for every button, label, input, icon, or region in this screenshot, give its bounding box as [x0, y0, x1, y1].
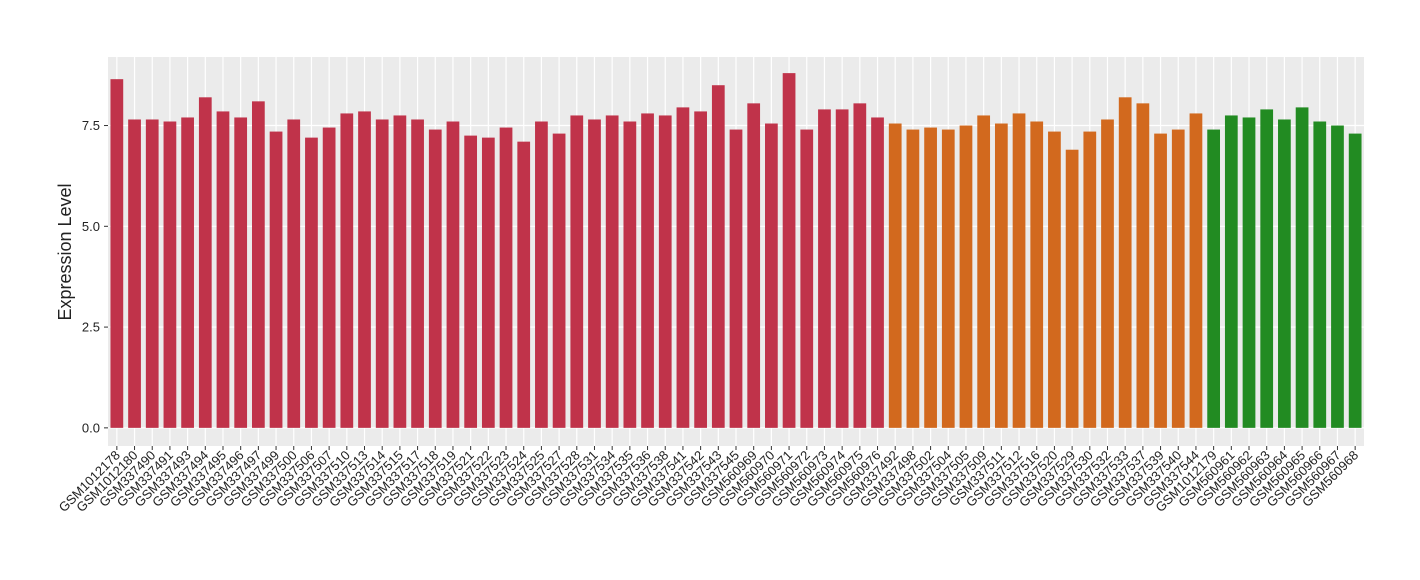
bar — [853, 103, 867, 428]
bar — [517, 141, 531, 428]
bar — [959, 125, 973, 428]
bar — [1260, 109, 1274, 428]
bar — [1012, 113, 1026, 428]
bar — [1348, 133, 1362, 428]
bar — [375, 119, 389, 428]
bar — [605, 115, 619, 428]
y-tick-label: 0.0 — [82, 420, 100, 435]
y-axis-title: Expression Level — [55, 183, 75, 320]
bar — [1278, 119, 1291, 428]
bar — [711, 85, 725, 428]
bar — [110, 79, 124, 428]
bar — [340, 113, 354, 428]
bar — [782, 73, 796, 428]
bar — [818, 109, 831, 428]
bar — [499, 127, 513, 428]
bar — [1207, 129, 1221, 428]
bar — [977, 115, 991, 428]
bar — [234, 117, 248, 428]
y-tick-label: 7.5 — [82, 118, 100, 133]
bar — [1331, 125, 1344, 428]
bar — [1171, 129, 1185, 428]
bar — [464, 135, 478, 428]
bar — [1295, 107, 1309, 428]
bar — [888, 123, 902, 428]
bar — [128, 119, 141, 428]
bar — [428, 129, 442, 428]
bar — [747, 103, 761, 428]
bar — [994, 123, 1008, 428]
bar — [1242, 117, 1256, 428]
bar — [481, 137, 495, 428]
bar — [1030, 121, 1044, 428]
bar — [729, 129, 743, 428]
bar — [658, 115, 672, 428]
bar — [694, 111, 707, 428]
y-tick-label: 2.5 — [82, 320, 100, 335]
bar — [322, 127, 336, 428]
bar — [1154, 133, 1167, 428]
bar — [924, 127, 937, 428]
bar — [145, 119, 159, 428]
bar — [305, 137, 318, 428]
bar — [181, 117, 194, 428]
bar — [906, 129, 920, 428]
bar — [1189, 113, 1203, 428]
bar — [1101, 119, 1114, 428]
bar — [941, 129, 955, 428]
bar — [251, 101, 265, 428]
bar — [676, 107, 690, 428]
bar — [411, 119, 424, 428]
y-tick-label: 5.0 — [82, 219, 100, 234]
bar — [446, 121, 460, 428]
bar — [570, 115, 584, 428]
bar — [1118, 97, 1132, 428]
bar — [198, 97, 212, 428]
bar — [1313, 121, 1327, 428]
bar — [765, 123, 778, 428]
bar — [1083, 131, 1097, 428]
bar — [1065, 149, 1079, 428]
bar — [1136, 103, 1150, 428]
bar — [800, 129, 814, 428]
bar — [269, 131, 283, 428]
bar — [588, 119, 601, 428]
bar — [623, 121, 637, 428]
bar — [216, 111, 230, 428]
bar — [641, 113, 654, 428]
bar — [535, 121, 548, 428]
bar — [871, 117, 884, 428]
bar — [393, 115, 407, 428]
bar — [163, 121, 177, 428]
bar — [358, 111, 371, 428]
bar — [552, 133, 566, 428]
bar — [835, 109, 849, 428]
bar — [287, 119, 301, 428]
bar — [1224, 115, 1238, 428]
bar — [1048, 131, 1061, 428]
